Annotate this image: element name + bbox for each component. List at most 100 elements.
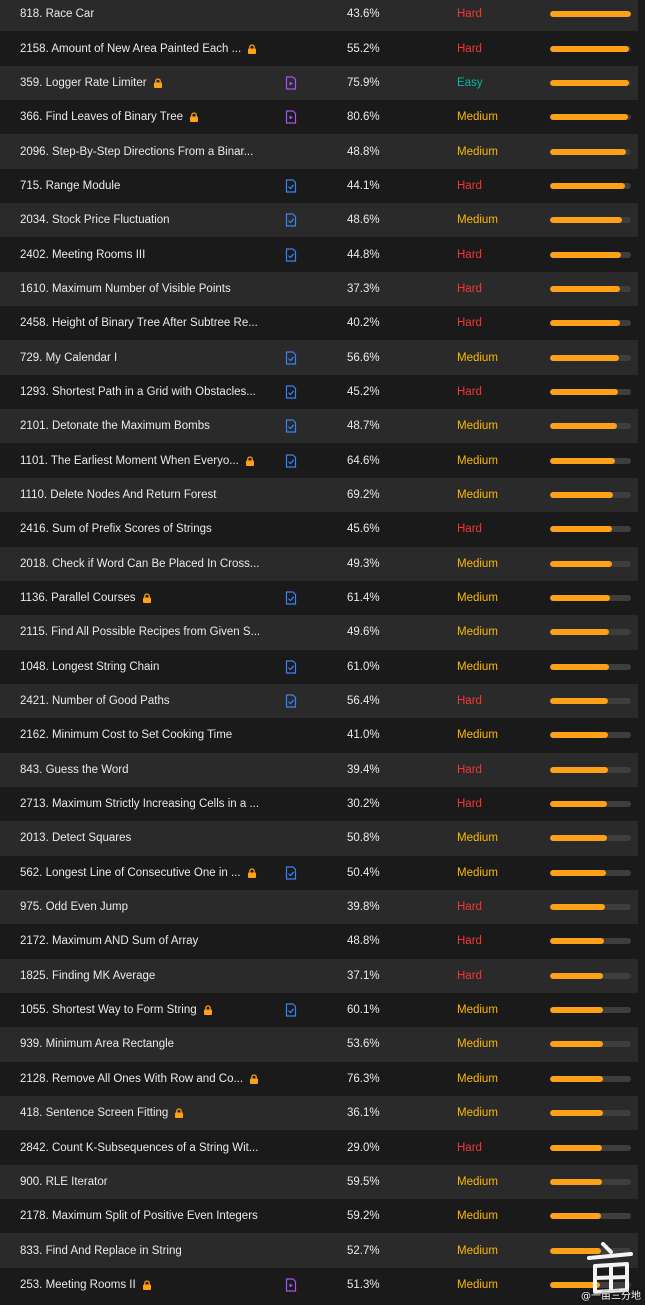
problem-row[interactable]: 2421. Number of Good Paths 56.4% Hard xyxy=(0,683,638,719)
problem-row[interactable]: 1101. The Earliest Moment When Everyo...… xyxy=(0,443,638,478)
problem-row[interactable]: 900. RLE Iterator 59.5% Medium xyxy=(0,1164,638,1200)
problem-title-link[interactable]: 1055. Shortest Way to Form String xyxy=(20,1004,197,1017)
problem-title-link[interactable]: 2713. Maximum Strictly Increasing Cells … xyxy=(20,798,260,811)
problem-title-link[interactable]: 2402. Meeting Rooms III xyxy=(20,248,146,261)
scrollbar-track[interactable] xyxy=(638,0,645,1304)
problem-row[interactable]: 366. Find Leaves of Binary Tree 80.6% Medi… xyxy=(0,100,638,135)
problem-title-link[interactable]: 2458. Height of Binary Tree After Subtre… xyxy=(20,317,258,330)
video-solution-icon[interactable] xyxy=(285,76,297,90)
video-solution-icon[interactable] xyxy=(285,1278,297,1292)
problem-row[interactable]: 562. Longest Line of Consecutive One in … xyxy=(0,855,638,890)
problem-title-link[interactable]: 1048. Longest String Chain xyxy=(20,660,160,673)
article-solution-icon[interactable] xyxy=(285,179,297,193)
article-solution-icon[interactable] xyxy=(285,1003,297,1017)
article-solution-icon[interactable] xyxy=(285,419,297,433)
problem-title-link[interactable]: 2842. Count K-Subsequences of a String W… xyxy=(20,1141,259,1154)
problem-row[interactable]: 2172. Maximum AND Sum of Array 48.8% Hard xyxy=(0,924,638,959)
problem-row[interactable]: 2158. Amount of New Area Painted Each ..… xyxy=(0,31,638,66)
problem-title-link[interactable]: 2018. Check if Word Can Be Placed In Cro… xyxy=(20,557,260,570)
problem-title-link[interactable]: 2162. Minimum Cost to Set Cooking Time xyxy=(20,729,233,742)
problem-title-link[interactable]: 1101. The Earliest Moment When Everyo... xyxy=(20,454,239,467)
problem-row[interactable]: 1136. Parallel Courses 61.4% Medium xyxy=(0,580,638,616)
problem-row[interactable]: 2115. Find All Possible Recipes from Giv… xyxy=(0,615,638,650)
problem-title-link[interactable]: 359. Logger Rate Limiter xyxy=(20,76,147,89)
problem-row[interactable]: 2402. Meeting Rooms III 44.8% Hard xyxy=(0,237,638,272)
problem-title-link[interactable]: 1825. Finding MK Average xyxy=(20,969,156,982)
problem-title-link[interactable]: 900. RLE Iterator xyxy=(20,1175,108,1188)
problem-row[interactable]: 2416. Sum of Prefix Scores of Strings 45.… xyxy=(0,512,638,547)
article-solution-icon[interactable] xyxy=(285,351,297,365)
problem-row[interactable]: 715. Range Module 44.1% Hard xyxy=(0,168,638,204)
problem-row[interactable]: 2128. Remove All Ones With Row and Co...… xyxy=(0,1061,638,1096)
acceptance-rate: 56.4% xyxy=(347,695,380,708)
problem-title-link[interactable]: 418. Sentence Screen Fitting xyxy=(20,1107,169,1120)
problem-row[interactable]: 2101. Detonate the Maximum Bombs 48.7% Med… xyxy=(0,409,638,444)
difficulty-label: Hard xyxy=(457,179,482,192)
frequency-bar-fill xyxy=(550,1041,603,1048)
problem-title-link[interactable]: 1110. Delete Nodes And Return Forest xyxy=(20,488,217,501)
problem-title-link[interactable]: 818. Race Car xyxy=(20,8,95,21)
article-solution-icon[interactable] xyxy=(285,247,297,262)
frequency-bar-fill xyxy=(550,251,622,258)
problem-row[interactable]: 939. Minimum Area Rectangle 53.6% Medium xyxy=(0,1027,638,1062)
problem-row[interactable]: 818. Race Car 43.6% Hard xyxy=(0,0,638,32)
article-solution-icon[interactable] xyxy=(285,591,297,605)
problem-title-link[interactable]: 366. Find Leaves of Binary Tree xyxy=(20,111,184,124)
problem-title-link[interactable]: 2178. Maximum Split of Positive Even Int… xyxy=(20,1210,258,1223)
difficulty-label: Hard xyxy=(457,248,482,261)
problem-row[interactable]: 2013. Detect Squares 50.8% Medium xyxy=(0,821,638,856)
problem-row[interactable]: 1048. Longest String Chain 61.0% Medium xyxy=(0,649,638,684)
article-solution-icon[interactable] xyxy=(285,660,297,674)
problem-row[interactable]: 2018. Check if Word Can Be Placed In Cro… xyxy=(0,546,638,581)
problem-row[interactable]: 975. Odd Even Jump 39.8% Hard xyxy=(0,889,638,925)
problem-title-link[interactable]: 2128. Remove All Ones With Row and Co... xyxy=(20,1072,244,1085)
problem-row[interactable]: 2162. Minimum Cost to Set Cooking Time 41… xyxy=(0,718,638,753)
problem-title-link[interactable]: 1293. Shortest Path in a Grid with Obsta… xyxy=(20,385,256,398)
problem-title-link[interactable]: 2115. Find All Possible Recipes from Giv… xyxy=(20,626,261,639)
problem-row[interactable]: 2178. Maximum Split of Positive Even Int… xyxy=(0,1199,638,1234)
problem-title-link[interactable]: 1136. Parallel Courses xyxy=(20,592,136,605)
difficulty-label: Hard xyxy=(457,901,482,914)
problem-title-link[interactable]: 2034. Stock Price Fluctuation xyxy=(20,214,170,227)
problem-row[interactable]: 1825. Finding MK Average 37.1% Hard xyxy=(0,958,638,993)
video-solution-icon[interactable] xyxy=(285,110,297,124)
problem-title-link[interactable]: 729. My Calendar I xyxy=(20,351,118,364)
problem-row[interactable]: 253. Meeting Rooms II 51.3% Medium xyxy=(0,1267,638,1303)
problem-row[interactable]: 833. Find And Replace in String 52.7% Medi… xyxy=(0,1233,638,1268)
problem-row[interactable]: 2713. Maximum Strictly Increasing Cells … xyxy=(0,786,638,822)
problem-row[interactable]: 2842. Count K-Subsequences of a String W… xyxy=(0,1130,638,1165)
acceptance-rate: 61.0% xyxy=(347,660,380,673)
problem-row[interactable]: 729. My Calendar I 56.6% Medium xyxy=(0,340,638,375)
problem-title-link[interactable]: 253. Meeting Rooms II xyxy=(20,1278,136,1291)
problem-row[interactable]: 1293. Shortest Path in a Grid with Obsta… xyxy=(0,374,638,410)
premium-lock-icon xyxy=(153,78,163,88)
problem-row[interactable]: 2096. Step-By-Step Directions From a Bin… xyxy=(0,134,638,169)
problem-row[interactable]: 1055. Shortest Way to Form String 60.1% Me… xyxy=(0,992,638,1028)
problem-title-link[interactable]: 1610. Maximum Number of Visible Points xyxy=(20,282,231,295)
problem-title-link[interactable]: 562. Longest Line of Consecutive One in … xyxy=(20,866,241,879)
problem-row[interactable]: 1110. Delete Nodes And Return Forest 69.2… xyxy=(0,477,638,513)
problem-title-link[interactable]: 2013. Detect Squares xyxy=(20,832,132,845)
problem-row[interactable]: 2458. Height of Binary Tree After Subtre… xyxy=(0,306,638,341)
article-solution-icon[interactable] xyxy=(285,866,297,880)
problem-row[interactable]: 843. Guess the Word 39.4% Hard xyxy=(0,752,638,787)
article-solution-icon[interactable] xyxy=(285,454,297,468)
problem-title-link[interactable]: 2158. Amount of New Area Painted Each ..… xyxy=(20,42,242,55)
problem-title-link[interactable]: 2416. Sum of Prefix Scores of Strings xyxy=(20,523,212,536)
problem-title-link[interactable]: 843. Guess the Word xyxy=(20,763,129,776)
problem-row[interactable]: 359. Logger Rate Limiter 75.9% Easy xyxy=(0,65,638,101)
article-solution-icon[interactable] xyxy=(285,385,297,399)
problem-title-link[interactable]: 939. Minimum Area Rectangle xyxy=(20,1038,175,1051)
problem-title-link[interactable]: 2421. Number of Good Paths xyxy=(20,695,170,708)
problem-title-link[interactable]: 2172. Maximum AND Sum of Array xyxy=(20,935,199,948)
problem-title-link[interactable]: 833. Find And Replace in String xyxy=(20,1244,182,1257)
article-solution-icon[interactable] xyxy=(285,213,297,227)
problem-row[interactable]: 418. Sentence Screen Fitting 36.1% Medium xyxy=(0,1096,638,1131)
article-solution-icon[interactable] xyxy=(285,694,297,708)
problem-title-link[interactable]: 715. Range Module xyxy=(20,179,121,192)
problem-title-link[interactable]: 2101. Detonate the Maximum Bombs xyxy=(20,420,210,433)
problem-row[interactable]: 1610. Maximum Number of Visible Points 37… xyxy=(0,271,638,307)
problem-title-link[interactable]: 975. Odd Even Jump xyxy=(20,901,129,914)
problem-title-link[interactable]: 2096. Step-By-Step Directions From a Bin… xyxy=(20,145,254,158)
problem-row[interactable]: 2034. Stock Price Fluctuation 48.6% Medium xyxy=(0,203,638,238)
